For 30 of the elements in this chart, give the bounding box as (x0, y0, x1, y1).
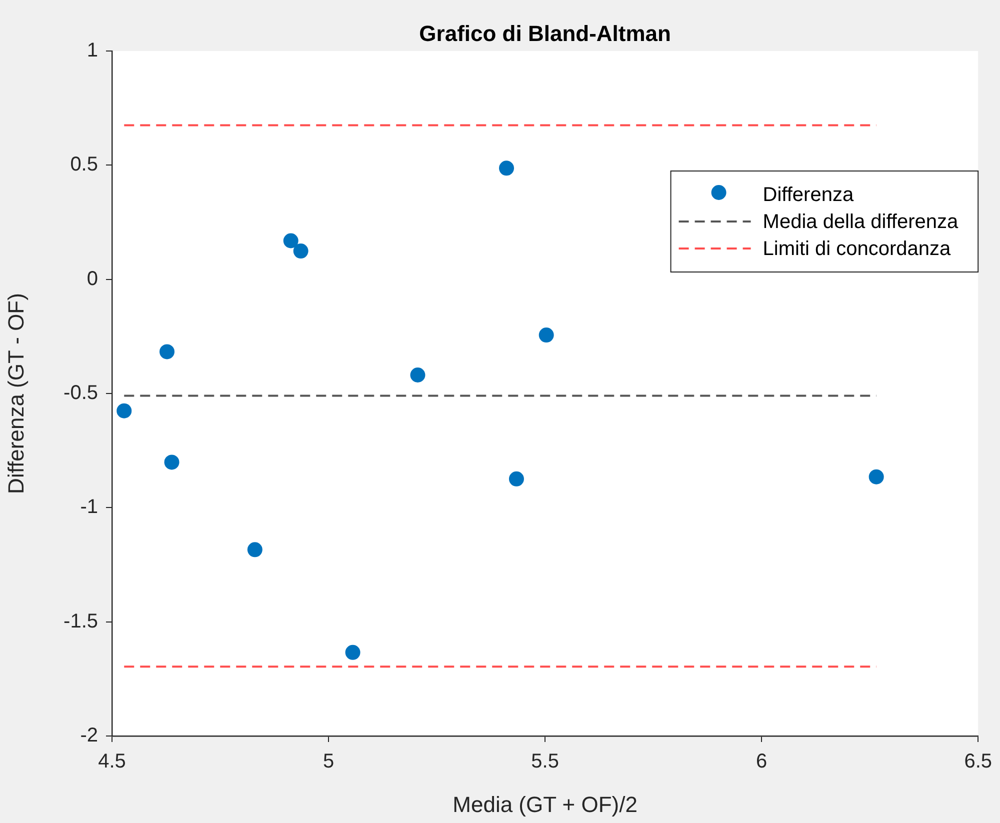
point (116, 403, 132, 418)
x-tick-label: 6 (756, 750, 768, 773)
x-tick-label: 4.5 (98, 750, 126, 773)
y-tick-label: 0 (86, 268, 98, 290)
point (508, 471, 524, 486)
y-tick-label: -1 (80, 496, 98, 518)
y-tick-label: 0.5 (70, 154, 98, 176)
chart-title: Grafico di Bland-Altman (419, 21, 671, 46)
point (164, 454, 180, 470)
x-tick-label: 5.5 (531, 750, 559, 773)
x-tick-label: 5 (322, 750, 334, 773)
y-tick-label: -1.5 (64, 610, 98, 632)
y-tick-label: 1 (86, 40, 98, 62)
point (499, 160, 514, 176)
y-axis-title: Differenza (GT - OF) (3, 293, 28, 494)
point (283, 233, 298, 248)
y-tick-label: -2 (80, 724, 98, 747)
legend-label: Differenza (762, 184, 854, 206)
point (160, 344, 174, 360)
legend-label: Limiti di concordanza (762, 238, 952, 260)
x-tick-label: 6.5 (964, 750, 992, 773)
point (293, 244, 308, 259)
point (868, 469, 884, 484)
point (345, 644, 360, 660)
y-tick-label: -0.5 (64, 382, 98, 404)
point (538, 328, 554, 343)
point (247, 542, 262, 558)
x-axis-title: Media (GT + OF)/2 (452, 792, 638, 817)
legend-label: Media della differenza (762, 211, 959, 234)
point (410, 368, 426, 383)
